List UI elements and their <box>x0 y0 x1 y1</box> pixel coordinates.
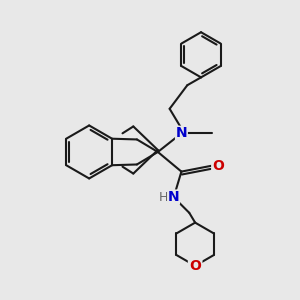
Text: N: N <box>168 190 179 204</box>
Text: H: H <box>159 190 168 204</box>
Text: O: O <box>189 259 201 273</box>
Text: O: O <box>212 159 224 173</box>
Text: N: N <box>176 126 187 140</box>
